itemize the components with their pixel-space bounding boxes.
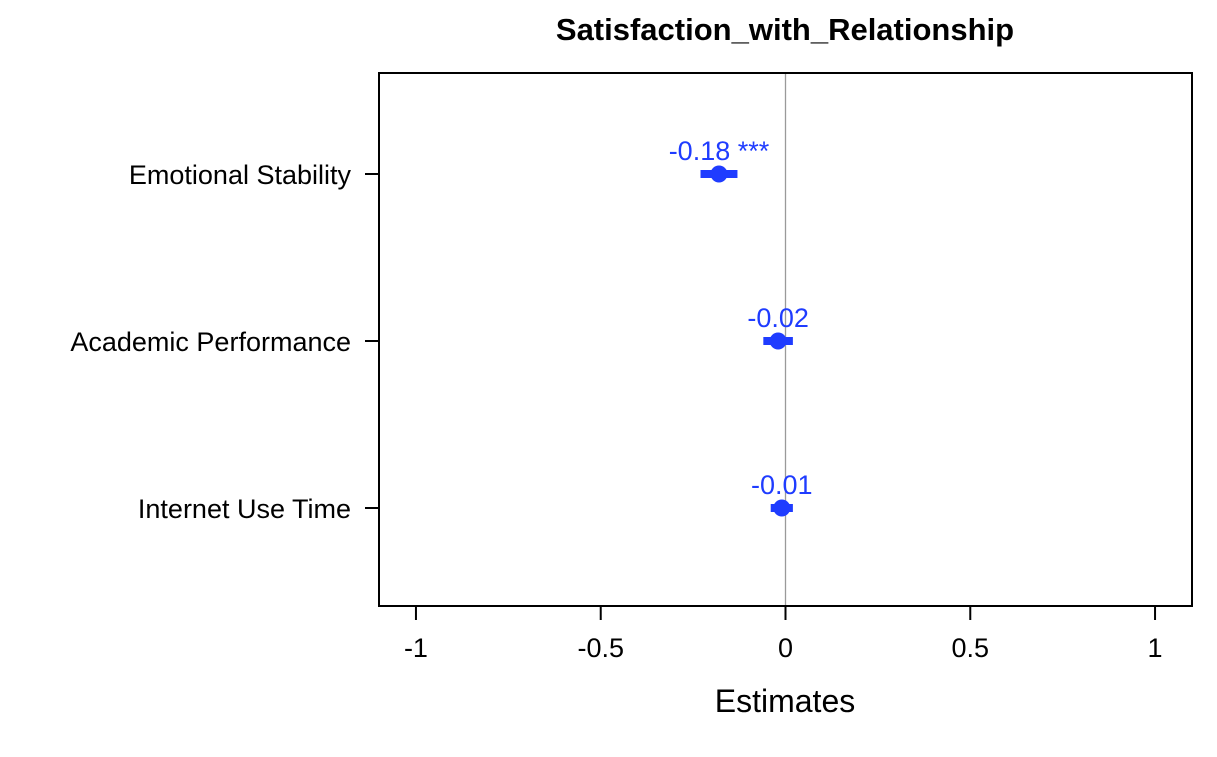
y-tick-label: Internet Use Time (138, 494, 351, 524)
x-tick-label: -1 (404, 633, 428, 663)
x-tick-label: 0.5 (951, 633, 989, 663)
estimate-point (773, 499, 791, 517)
x-axis: -1 -0.5 0 0.5 1 (404, 606, 1163, 663)
estimate-point (710, 165, 728, 183)
estimate-marks: -0.18 *** -0.02 -0.01 (669, 136, 813, 517)
estimate-point (769, 332, 787, 350)
estimate-value-label: -0.02 (747, 303, 809, 333)
plot-frame (378, 72, 1193, 607)
estimate-value-label: -0.01 (751, 470, 813, 500)
x-axis-label: Estimates (715, 683, 855, 719)
x-tick-label: 1 (1148, 633, 1163, 663)
y-tick-label: Academic Performance (70, 327, 351, 357)
y-axis: Emotional Stability Academic Performance I… (70, 160, 379, 524)
y-tick-label: Emotional Stability (129, 160, 352, 190)
x-tick-label: -0.5 (577, 633, 624, 663)
estimate-value-label: -0.18 *** (669, 136, 770, 166)
chart-title: Satisfaction_with_Relationship (556, 12, 1014, 47)
x-tick-label: 0 (778, 633, 793, 663)
